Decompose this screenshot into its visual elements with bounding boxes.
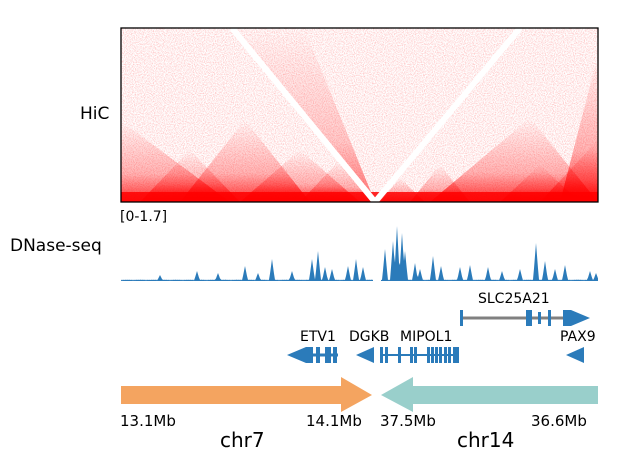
dnase-peaks-chr7: [121, 251, 373, 281]
gene-label-dgkb: DGKB: [349, 329, 390, 345]
chr14-start-label: 37.5Mb: [380, 412, 436, 430]
exon-mipol1-3: [410, 347, 413, 363]
exon-mipol1-0: [380, 347, 383, 363]
hic-texture: [121, 28, 598, 202]
exon-mipol1-9: [444, 347, 447, 363]
exon-slc25a21-2: [538, 312, 541, 324]
gene-label-etv1: ETV1: [300, 329, 336, 345]
exon-etv1-1: [316, 347, 320, 363]
gene-label-mipol1: MIPOL1: [400, 329, 453, 345]
gene-label-slc25a21: SLC25A21: [478, 291, 550, 307]
chr14-arrow: [381, 377, 598, 412]
exon-mipol1-1: [385, 347, 388, 363]
exon-etv1-2: [325, 347, 331, 363]
exon-slc25a21-3: [548, 310, 551, 326]
gene-arrow-pax9: [566, 347, 584, 363]
exon-mipol1-10: [448, 347, 451, 363]
hic-heatmap: [121, 28, 598, 202]
hic-diagonal: [121, 192, 598, 202]
exon-mipol1-4: [414, 347, 417, 363]
chr7-end-label: 14.1Mb: [306, 412, 362, 430]
gene-label-pax9: PAX9: [560, 329, 596, 345]
hic-frame: [120, 27, 599, 203]
exon-slc25a21-1: [526, 310, 532, 326]
dnase-peaks-chr14: [381, 226, 598, 281]
exon-slc25a21-4: [563, 310, 571, 326]
chr14-end-label: 36.6Mb: [531, 412, 587, 430]
exon-mipol1-5: [427, 347, 430, 363]
exon-etv1-0: [306, 347, 313, 363]
exon-etv1-3: [333, 347, 337, 363]
dnase-range-label: [0-1.7]: [120, 209, 168, 225]
exon-mipol1-8: [439, 347, 442, 363]
exon-mipol1-2: [398, 347, 401, 363]
chr14-name-label: chr14: [457, 428, 515, 452]
gene-arrow-dgkb: [356, 347, 374, 363]
chr7-start-label: 13.1Mb: [120, 412, 176, 430]
exon-mipol1-11: [453, 347, 456, 363]
chr7-arrow: [121, 377, 372, 412]
exon-mipol1-6: [431, 347, 434, 363]
gene-track: [287, 310, 590, 363]
exon-mipol1-7: [435, 347, 438, 363]
dnase-track-label: DNase-seq: [10, 236, 102, 256]
exon-mipol1-12: [456, 347, 459, 363]
hic-track-label: HiC: [80, 104, 110, 124]
hic-boundary-v: [229, 28, 523, 202]
gene-arrow-etv1: [287, 347, 306, 363]
exon-slc25a21-0: [460, 310, 463, 326]
chr7-name-label: chr7: [220, 428, 265, 452]
dnase-seq-track: [121, 226, 598, 281]
gene-arrow-slc25a21: [571, 310, 590, 326]
